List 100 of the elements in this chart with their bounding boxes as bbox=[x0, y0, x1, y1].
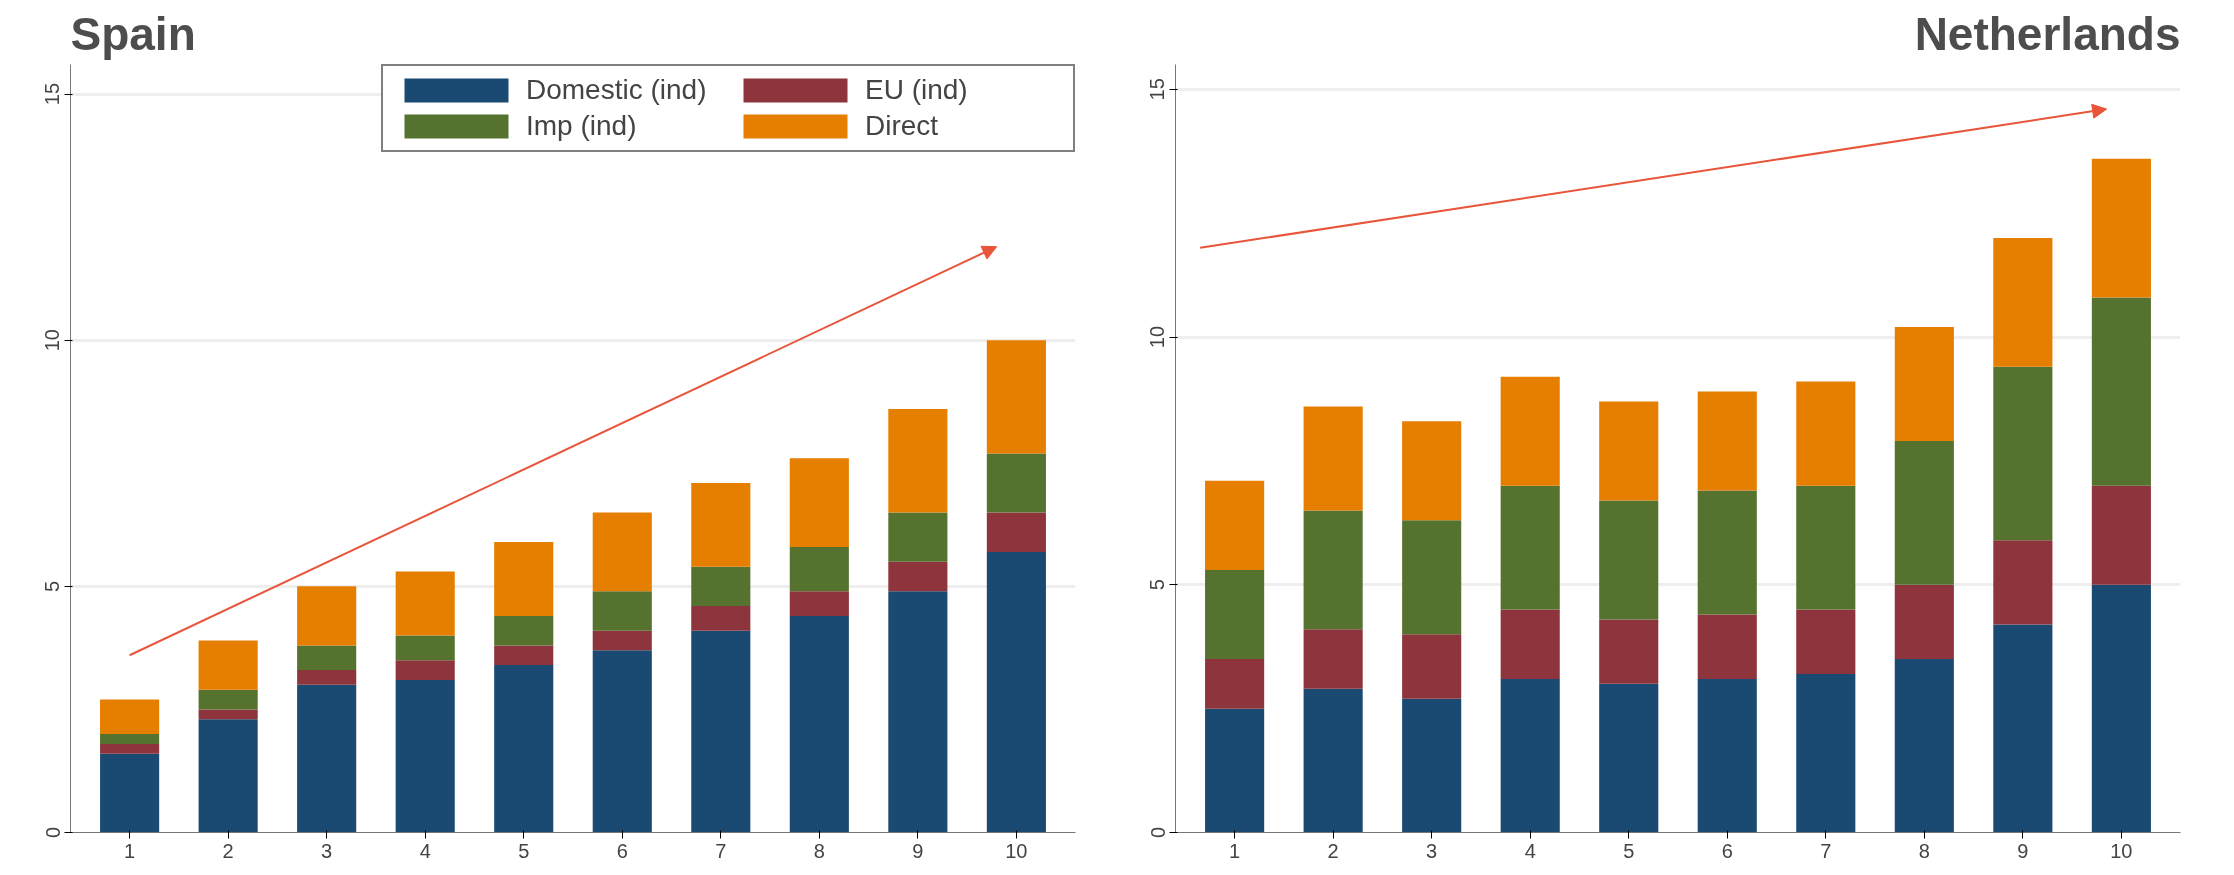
legend-label: EU (ind) bbox=[865, 74, 969, 106]
bar bbox=[1796, 609, 1856, 674]
bar bbox=[1599, 619, 1659, 684]
bar bbox=[1894, 659, 1954, 833]
x-tick-label: 3 bbox=[321, 839, 333, 862]
y-tick-label: 5 bbox=[41, 580, 64, 592]
bar bbox=[1697, 678, 1757, 833]
y-tick-label: 0 bbox=[41, 826, 64, 839]
x-tick-label: 8 bbox=[1918, 839, 1930, 862]
bar bbox=[1205, 708, 1265, 833]
x-tick-label: 9 bbox=[2017, 839, 2029, 862]
chart-title: Netherlands bbox=[1914, 7, 2181, 60]
bar bbox=[2091, 297, 2151, 486]
y-tick-label: 10 bbox=[41, 329, 64, 352]
bar bbox=[395, 679, 455, 833]
bar bbox=[395, 571, 455, 636]
bar bbox=[1402, 634, 1462, 699]
x-tick-label: 4 bbox=[1524, 839, 1536, 862]
bar bbox=[100, 734, 160, 744]
x-tick-label: 10 bbox=[2110, 839, 2133, 862]
bar bbox=[395, 660, 455, 680]
bar bbox=[1500, 376, 1560, 486]
bar bbox=[1500, 678, 1560, 833]
bar bbox=[691, 606, 751, 631]
bar bbox=[1894, 584, 1954, 660]
bar bbox=[1599, 683, 1659, 833]
bar bbox=[1205, 659, 1265, 709]
bar bbox=[494, 645, 554, 666]
bar bbox=[198, 689, 258, 710]
bar bbox=[1796, 673, 1856, 833]
y-tick-label: 15 bbox=[1146, 78, 1169, 101]
bar bbox=[986, 512, 1046, 552]
bar bbox=[1894, 327, 1954, 442]
bar bbox=[986, 340, 1046, 454]
bar bbox=[297, 645, 357, 671]
x-tick-label: 7 bbox=[715, 839, 727, 862]
legend-label: Imp (ind) bbox=[526, 110, 638, 142]
bar bbox=[1993, 540, 2053, 625]
x-tick-label: 1 bbox=[1229, 839, 1241, 862]
bar bbox=[789, 615, 849, 833]
x-tick-label: 2 bbox=[222, 839, 234, 862]
bar bbox=[1894, 441, 1954, 585]
bar bbox=[691, 630, 751, 833]
bar bbox=[592, 630, 652, 651]
legend-label: Domestic (ind) bbox=[526, 74, 708, 106]
x-tick-label: 7 bbox=[1820, 839, 1832, 862]
bar bbox=[1697, 614, 1757, 679]
x-tick-label: 8 bbox=[813, 839, 825, 862]
bar bbox=[395, 635, 455, 661]
bar bbox=[198, 719, 258, 833]
bar bbox=[100, 699, 160, 735]
bar bbox=[1303, 510, 1363, 630]
x-tick-label: 6 bbox=[616, 839, 628, 862]
x-tick-label: 2 bbox=[1327, 839, 1339, 862]
bar bbox=[1993, 366, 2053, 541]
bar bbox=[198, 709, 258, 720]
bar bbox=[494, 615, 554, 646]
bar bbox=[888, 561, 948, 592]
bar bbox=[592, 512, 652, 592]
bar bbox=[1303, 406, 1363, 511]
legend-label: Direct bbox=[865, 110, 940, 142]
bar bbox=[1303, 629, 1363, 689]
x-tick-label: 10 bbox=[1005, 839, 1028, 862]
bar bbox=[1796, 485, 1856, 610]
y-tick-label: 0 bbox=[1146, 826, 1169, 839]
bar bbox=[986, 551, 1046, 833]
bar bbox=[1796, 381, 1856, 486]
x-tick-label: 3 bbox=[1426, 839, 1438, 862]
x-tick-label: 6 bbox=[1721, 839, 1733, 862]
x-tick-label: 5 bbox=[518, 839, 530, 862]
bar bbox=[494, 542, 554, 616]
bar bbox=[297, 586, 357, 646]
bar bbox=[1599, 401, 1659, 501]
bar bbox=[1303, 688, 1363, 833]
bar bbox=[1402, 421, 1462, 521]
bar bbox=[1697, 490, 1757, 615]
bar bbox=[888, 591, 948, 833]
y-tick-label: 15 bbox=[41, 82, 64, 106]
bar bbox=[789, 458, 849, 547]
bar bbox=[100, 753, 160, 833]
bar bbox=[789, 591, 849, 616]
bar bbox=[1500, 485, 1560, 610]
bar bbox=[2091, 485, 2151, 585]
x-tick-label: 5 bbox=[1623, 839, 1635, 862]
bar bbox=[691, 482, 751, 567]
y-tick-label: 10 bbox=[1146, 325, 1169, 349]
bar bbox=[888, 409, 948, 513]
chart-title: Spain bbox=[70, 7, 196, 60]
bar bbox=[2091, 158, 2151, 298]
bar bbox=[1599, 500, 1659, 620]
bar bbox=[198, 640, 258, 690]
bar bbox=[888, 512, 948, 562]
bar bbox=[1402, 698, 1462, 833]
bar bbox=[1402, 520, 1462, 635]
bar bbox=[1993, 237, 2053, 367]
bar bbox=[986, 453, 1046, 513]
x-tick-label: 4 bbox=[419, 839, 431, 862]
bar bbox=[1500, 609, 1560, 679]
x-tick-label: 1 bbox=[124, 839, 136, 862]
bar bbox=[1993, 624, 2053, 833]
